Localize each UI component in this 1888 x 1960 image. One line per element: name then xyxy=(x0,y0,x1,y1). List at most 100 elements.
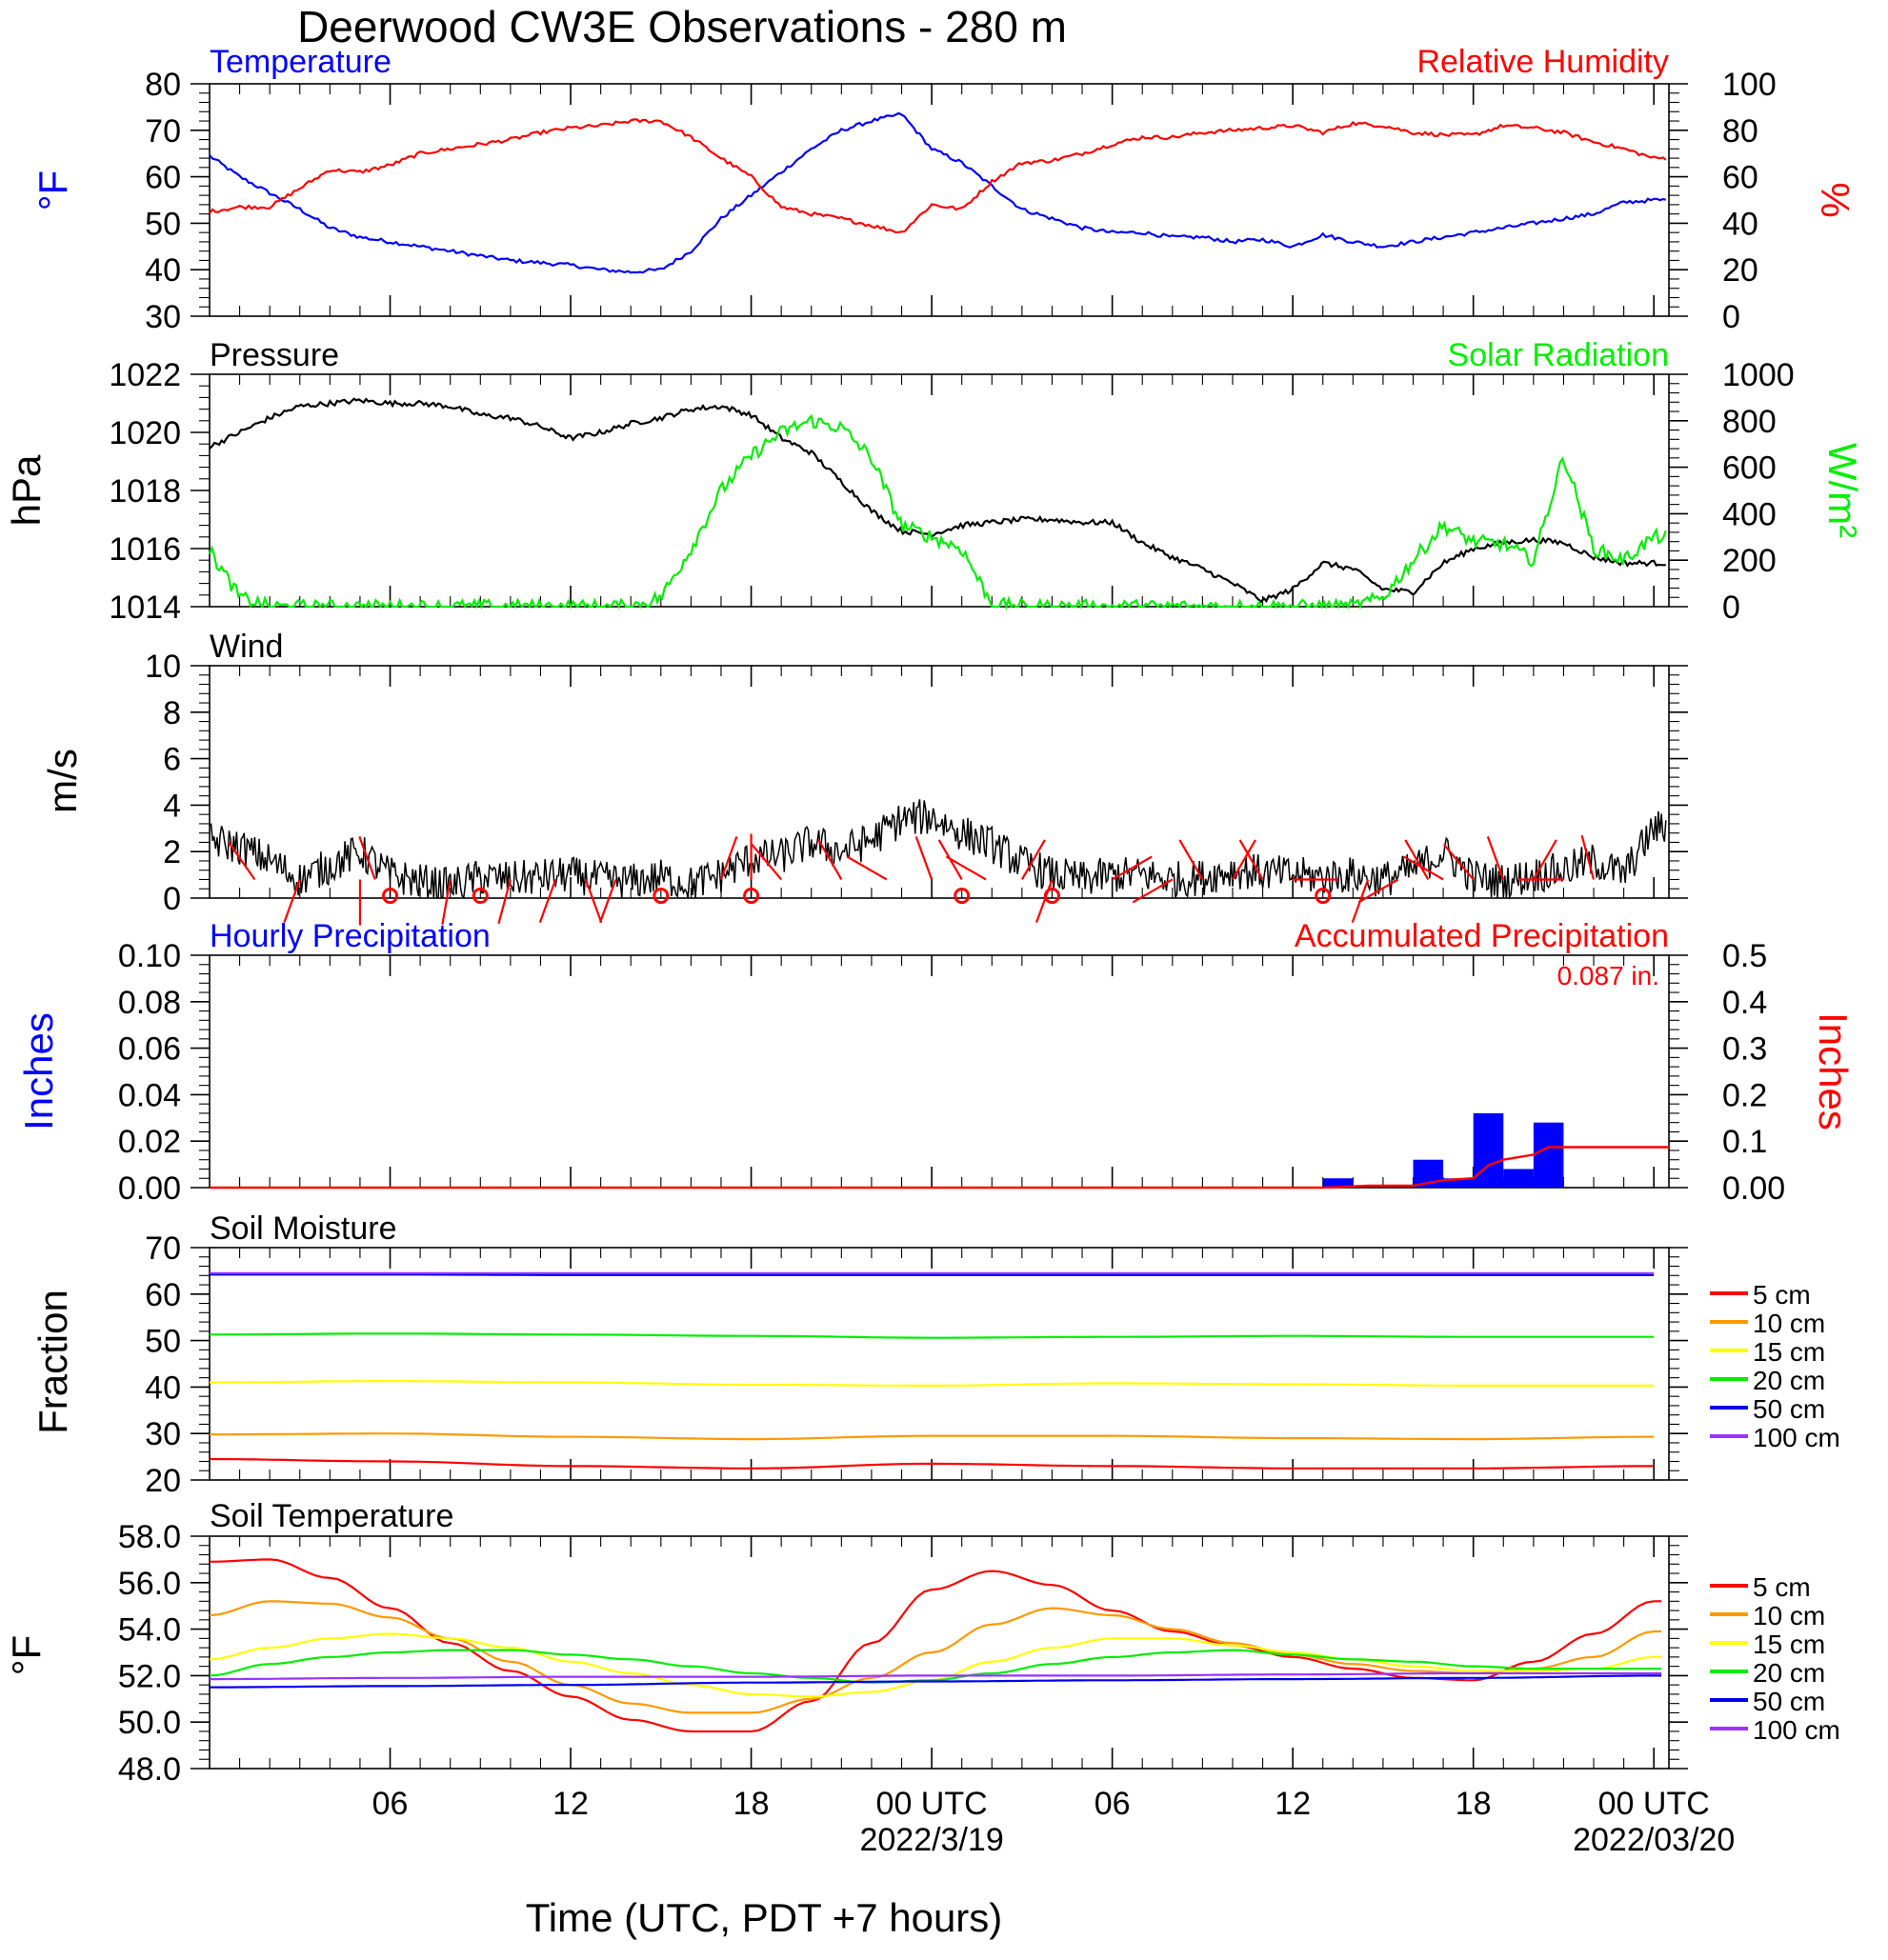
soil-moisture-legend-label: 15 cm xyxy=(1753,1337,1825,1367)
accum-precip-unit: Inches xyxy=(1811,1012,1856,1130)
wind-barb xyxy=(497,879,512,925)
precip-panel-left-y-tick-label: 0.06 xyxy=(118,1031,181,1068)
temp-panel-left-y-tick-label: 40 xyxy=(145,252,181,289)
wind-barb xyxy=(1580,834,1596,880)
soil-temp-panel-left-y-tick-label: 52.0 xyxy=(118,1658,181,1694)
wind-speed-line xyxy=(209,799,1667,900)
x-tick-label: 18 xyxy=(1456,1786,1492,1822)
chart-title: Deerwood CW3E Observations - 280 m xyxy=(297,2,1067,51)
wind-barb xyxy=(1357,878,1399,904)
soil-temperature-legend-label: 5 cm xyxy=(1753,1572,1811,1602)
precip-panel-left-y-tick-label: 0.10 xyxy=(118,938,181,974)
pressure-panel-left-y-tick-label: 1018 xyxy=(109,473,181,510)
soil-moisture-legend-label: 100 cm xyxy=(1753,1423,1840,1452)
soil-moisture-line xyxy=(210,1380,1655,1387)
soil-temperature-unit: °F xyxy=(4,1635,49,1675)
calm-wind-circle xyxy=(472,888,489,905)
wind-title: Wind xyxy=(210,629,283,665)
soil-temperature-legend-label: 100 cm xyxy=(1753,1715,1840,1745)
x-date-label: 2022/03/20 xyxy=(1573,1822,1735,1858)
soil-temp-panel-left-y-tick-label: 50.0 xyxy=(118,1705,181,1741)
soil-moisture-panel-left-y-tick-label: 60 xyxy=(145,1277,181,1313)
temp-panel-frame xyxy=(209,83,1670,317)
wind-panel-left-y-tick-label: 6 xyxy=(163,742,181,778)
wind-barb xyxy=(945,855,987,881)
wind-panel-frame xyxy=(209,665,1670,899)
wind-barb xyxy=(227,841,256,881)
soil-moisture-line xyxy=(209,1457,1655,1470)
humidity-title: Relative Humidity xyxy=(1416,44,1669,80)
accum-precip-title: Accumulated Precipitation xyxy=(1295,918,1669,954)
pressure-panel-frame xyxy=(209,373,1670,608)
wind-panel-left-y-tick-label: 2 xyxy=(163,834,181,870)
wind-barb xyxy=(538,879,557,923)
soil-temperature-line xyxy=(209,1649,1662,1684)
x-axis-label: Time (UTC, PDT +7 hours) xyxy=(526,1895,1003,1940)
pressure-panel-left-y-tick-label: 1016 xyxy=(109,531,181,568)
wind-panel-left-y-tick-label: 4 xyxy=(163,788,181,824)
temp-panel-left-y-tick-label: 80 xyxy=(145,67,181,103)
temperature-title: Temperature xyxy=(210,44,392,80)
wind-barb xyxy=(1486,835,1505,880)
temperature-unit: °F xyxy=(30,170,75,210)
soil-temperature-legend-label: 15 cm xyxy=(1753,1630,1825,1659)
precip-panel-right-y-tick-label: 0.3 xyxy=(1722,1031,1767,1068)
temperature-line xyxy=(209,111,1667,274)
temp-panel-right-y-tick-label: 40 xyxy=(1722,206,1758,242)
soil-moisture-panel-left-y-tick-label: 30 xyxy=(145,1416,181,1452)
precip-panel-left-y-tick-label: 0.00 xyxy=(118,1170,181,1207)
precip-panel-left-y-tick-label: 0.02 xyxy=(118,1124,181,1160)
pressure-panel-right-y-tick-label: 800 xyxy=(1722,404,1777,440)
wind-barb xyxy=(1035,879,1054,923)
calm-wind-circle xyxy=(382,888,399,905)
temp-panel-left-y-tick-label: 50 xyxy=(145,206,181,242)
solar-line xyxy=(208,413,1667,610)
pressure-title: Pressure xyxy=(210,337,339,373)
soil-temp-panel-frame xyxy=(209,1535,1670,1770)
soil-moisture-panel-left-y-tick-label: 20 xyxy=(145,1463,181,1499)
pressure-panel-right-y-tick-label: 600 xyxy=(1722,450,1777,487)
calm-wind-circle xyxy=(1315,888,1332,905)
precip-panel-left-y-tick-label: 0.04 xyxy=(118,1077,181,1113)
temp-panel-left-y-tick-label: 70 xyxy=(145,113,181,150)
wind-barb xyxy=(1402,855,1444,881)
pressure-panel-left-y-tick-label: 1014 xyxy=(109,590,181,626)
wind-barb xyxy=(1404,839,1430,881)
temp-panel-right-y-tick-label: 100 xyxy=(1722,67,1777,103)
soil-temp-panel-left-y-tick-label: 58.0 xyxy=(118,1519,181,1555)
pressure-panel-left-y-tick-label: 1020 xyxy=(109,415,181,451)
soil-moisture-panel-left-y-tick-label: 70 xyxy=(145,1230,181,1267)
soil-temperature-legend-label: 10 cm xyxy=(1753,1601,1825,1630)
calm-wind-circle xyxy=(954,888,971,905)
x-date-label: 2022/3/19 xyxy=(859,1822,1003,1858)
wind-barb xyxy=(1238,839,1264,881)
hourly-precip-unit: Inches xyxy=(16,1012,61,1130)
soil-temperature-line xyxy=(210,1671,1662,1681)
soil-moisture-panel-left-y-tick-label: 40 xyxy=(145,1370,181,1406)
pressure-panel-right-y-tick-label: 0 xyxy=(1722,590,1740,626)
soil-moisture-unit: Fraction xyxy=(30,1290,75,1434)
soil-temperature-legend-label: 20 cm xyxy=(1753,1658,1825,1688)
soil-temperature-legend-label: 50 cm xyxy=(1753,1687,1825,1716)
pressure-panel-right-y-tick-label: 200 xyxy=(1722,543,1777,579)
soil-moisture-legend-label: 20 cm xyxy=(1753,1366,1825,1395)
hourly-precip-bar xyxy=(1322,1178,1354,1188)
temp-panel-right-y-tick-label: 0 xyxy=(1722,299,1740,335)
wind-barb xyxy=(1132,878,1174,904)
soil-moisture-line xyxy=(210,1432,1655,1441)
humidity-line xyxy=(209,118,1667,234)
solar-title: Solar Radiation xyxy=(1448,337,1669,373)
soil-temperature-title: Soil Temperature xyxy=(210,1498,453,1534)
x-tick-label: 00 UTC xyxy=(1598,1786,1710,1822)
pressure-panel-left-y-tick-label: 1022 xyxy=(109,357,181,393)
x-tick-label: 18 xyxy=(733,1786,770,1822)
x-tick-label: 12 xyxy=(552,1786,589,1822)
precip-panel-frame xyxy=(209,954,1670,1189)
pressure-line xyxy=(209,397,1666,604)
soil-moisture-line xyxy=(209,1332,1655,1339)
hourly-precip-bar xyxy=(1533,1122,1564,1188)
pressure-panel-right-y-tick-label: 400 xyxy=(1722,496,1777,532)
temp-panel-left-y-tick-label: 60 xyxy=(145,160,181,196)
